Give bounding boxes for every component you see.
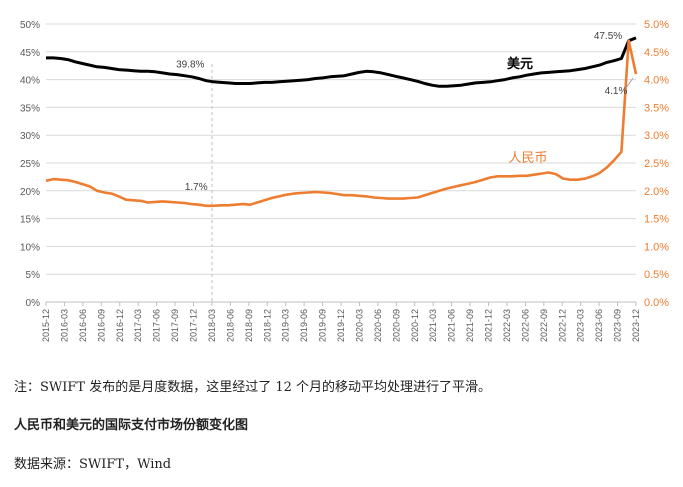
left-tick-label: 0% xyxy=(26,298,41,309)
left-tick-label: 45% xyxy=(20,48,40,59)
x-tick-label: 2020-03 xyxy=(354,309,364,342)
x-tick-label: 2019-06 xyxy=(299,309,309,342)
x-tick-label: 2020-09 xyxy=(391,309,401,342)
right-tick-label: 2.0% xyxy=(644,186,669,198)
x-tick-label: 2016-09 xyxy=(96,309,106,342)
x-tick-label: 2016-06 xyxy=(78,309,88,342)
left-tick-label: 20% xyxy=(20,187,40,198)
x-tick-label: 2022-06 xyxy=(520,309,530,342)
chart-title: 人民币和美元的国际支付市场份额变化图 xyxy=(14,418,249,433)
right-tick-label: 2.5% xyxy=(644,158,669,170)
x-tick-label: 2022-03 xyxy=(502,309,512,342)
left-tick-label: 15% xyxy=(20,215,40,226)
left-tick-label: 5% xyxy=(26,270,41,281)
right-tick-label: 0.0% xyxy=(644,297,669,309)
x-tick-label: 2015-12 xyxy=(41,309,51,342)
right-tick-label: 3.5% xyxy=(644,102,669,114)
right-tick-label: 4.5% xyxy=(644,47,669,59)
annotation-rmb-2018: 1.7% xyxy=(185,182,208,193)
x-tick-label: 2016-12 xyxy=(115,309,125,342)
x-tick-label: 2022-09 xyxy=(539,309,549,342)
x-tick-label: 2018-06 xyxy=(225,309,235,342)
right-tick-label: 0.5% xyxy=(644,269,669,281)
series-label-rmb: 人民币 xyxy=(508,151,547,166)
x-tick-label: 2018-03 xyxy=(207,309,217,342)
x-tick-label: 2023-09 xyxy=(613,309,623,342)
right-tick-label: 3.0% xyxy=(644,130,669,142)
x-tick-label: 2016-03 xyxy=(59,309,69,342)
left-tick-label: 50% xyxy=(20,20,40,31)
chart: 0% 5% 10% 15% 20% 25% 30% 35% 40% 45% 50% 0.0% 0.5% 1… xyxy=(20,19,669,342)
x-tick-label: 2017-06 xyxy=(152,309,162,342)
right-tick-label: 4.0% xyxy=(644,75,669,87)
x-tick-label: 2017-12 xyxy=(189,309,199,342)
right-tick-label: 1.5% xyxy=(644,214,669,226)
chart-note: 注：SWIFT 发布的是月度数据，这里经过了 12 个月的移动平均处理进行了平滑… xyxy=(14,380,492,395)
x-tick-label: 2021-09 xyxy=(465,309,475,342)
annotation-rmb-end: 4.1% xyxy=(605,86,628,97)
x-tick-label: 2022-12 xyxy=(557,309,567,342)
left-tick-label: 30% xyxy=(20,131,40,142)
x-tick-label: 2023-03 xyxy=(576,309,586,342)
annotation-usd-peak: 47.5% xyxy=(594,31,622,42)
left-tick-label: 10% xyxy=(20,242,40,253)
x-tick-label: 2020-12 xyxy=(410,309,420,342)
right-tick-label: 5.0% xyxy=(644,19,669,31)
series-line-rmb xyxy=(45,39,638,208)
annotation-usd-2018: 39.8% xyxy=(176,60,204,71)
x-tick-label: 2021-03 xyxy=(428,309,438,342)
x-tick-label: 2021-12 xyxy=(484,309,494,342)
x-tick-label: 2018-09 xyxy=(244,309,254,342)
right-tick-label: 1.0% xyxy=(644,241,669,253)
left-tick-label: 40% xyxy=(20,76,40,87)
x-tick-label: 2019-12 xyxy=(336,309,346,342)
left-tick-label: 25% xyxy=(20,159,40,170)
x-tick-label: 2021-06 xyxy=(447,309,457,342)
x-tick-label: 2023-06 xyxy=(594,309,604,342)
left-tick-label: 35% xyxy=(20,103,40,114)
annotation-leader xyxy=(625,77,634,89)
x-tick-label: 2018-12 xyxy=(262,309,272,342)
x-tick-label: 2023-12 xyxy=(631,309,641,342)
series-label-usd: 美元 xyxy=(507,56,533,72)
x-tick-label: 2017-03 xyxy=(133,309,143,342)
series-line-usd xyxy=(46,36,637,88)
x-tick-label: 2019-09 xyxy=(318,309,328,342)
data-source: 数据来源：SWIFT，Wind xyxy=(14,457,172,472)
x-tick-label: 2020-06 xyxy=(373,309,383,342)
x-tick-label: 2019-03 xyxy=(281,309,291,342)
x-tick-label: 2017-09 xyxy=(170,309,180,342)
